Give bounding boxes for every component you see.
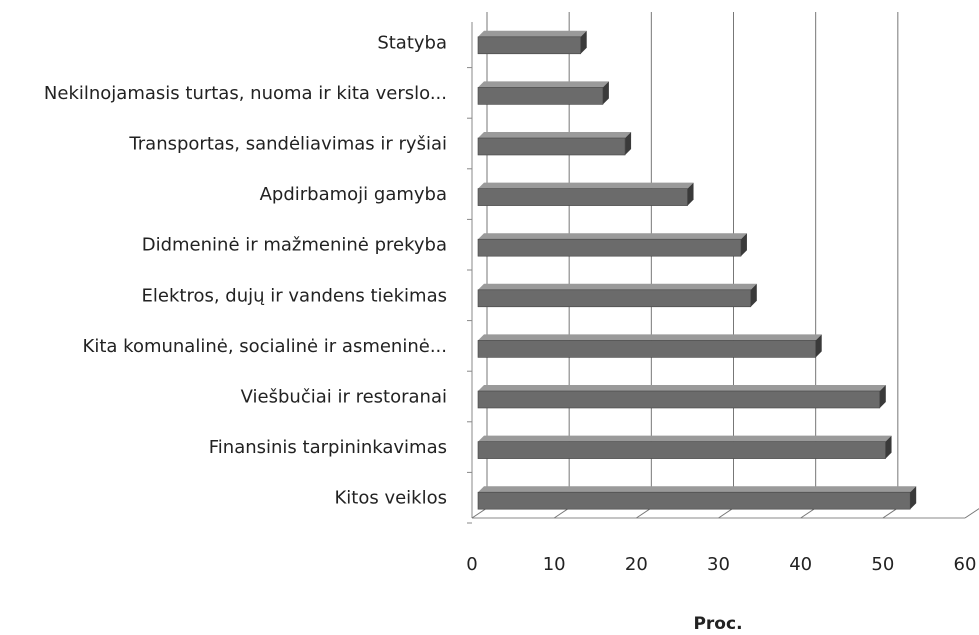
x-axis-title: Proc. (693, 614, 742, 634)
bar (477, 491, 911, 510)
bar-top (478, 30, 587, 37)
bar (477, 36, 582, 55)
bar-top (478, 132, 632, 138)
y-tick-label: Nekilnojamasis turtas, nuoma ir kita ver… (44, 83, 447, 104)
bar-end (687, 182, 694, 206)
bar-top (478, 81, 609, 88)
bar-top (478, 435, 892, 442)
y-tick-label: Apdirbamoji gamyba (260, 184, 447, 205)
bar (477, 340, 817, 358)
bar-end (910, 486, 917, 510)
x-tick-label: 50 (871, 554, 894, 575)
bar (477, 87, 604, 105)
bar-end (580, 30, 587, 54)
bar (477, 289, 752, 308)
y-tick-label: Kitos veiklos (334, 488, 447, 509)
bar (477, 188, 688, 206)
y-tick-label: Viešbučiai ir restoranai (241, 387, 447, 408)
bar-end (750, 283, 757, 307)
x-tick-label: 30 (707, 554, 730, 575)
x-tick-label: 60 (954, 554, 977, 575)
bar-end (740, 233, 747, 257)
x-tick-label: 10 (543, 554, 566, 575)
bar-top (478, 385, 886, 391)
bar-top (478, 182, 694, 189)
bar-end (885, 435, 892, 459)
bar (477, 441, 886, 459)
bar-end (602, 81, 609, 105)
bar-end (815, 334, 822, 358)
x-tick-label: 20 (625, 554, 648, 575)
bar-end (625, 132, 632, 155)
y-tick-label: Didmeninė ir mažmeninė prekyba (142, 235, 447, 256)
bar (477, 238, 742, 257)
x-tick-label: 40 (789, 554, 812, 575)
y-tick-label: Elektros, dujų ir vandens tiekimas (142, 285, 447, 306)
bar (477, 137, 626, 156)
x-tick-label: 0 (466, 554, 477, 575)
bar-top (478, 283, 757, 290)
bar-top (478, 486, 917, 493)
bar-top (478, 334, 822, 341)
bar-top (478, 233, 747, 240)
grid-line (964, 508, 979, 519)
bar (477, 390, 881, 409)
bar-end (879, 385, 886, 408)
y-tick-label: Kita komunalinė, socialinė ir asmeninė..… (83, 336, 447, 357)
y-tick-label: Statyba (377, 32, 447, 53)
y-tick-label: Transportas, sandėliavimas ir ryšiai (128, 134, 447, 155)
y-tick-label: Finansinis tarpininkavimas (209, 437, 447, 458)
